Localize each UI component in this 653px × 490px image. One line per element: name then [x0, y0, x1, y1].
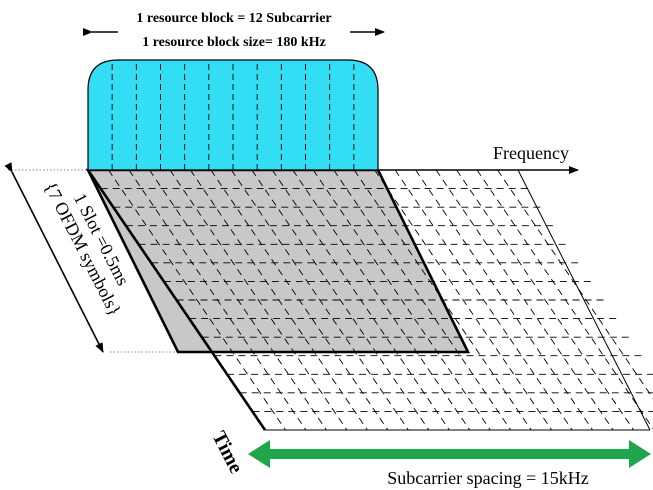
subcarrier-spacing-arrow — [248, 440, 651, 468]
time-axis — [86, 169, 267, 431]
subcarrier-line — [230, 169, 409, 431]
resource-grid-outline — [265, 169, 651, 431]
subcarrier-line — [169, 169, 348, 431]
resource-block-count-label: 1 resource block = 12 Subcarrier — [136, 11, 331, 26]
frequency-label: Frequency — [493, 143, 569, 163]
resource-block-size-label: 1 resource block size= 180 kHz — [142, 35, 326, 50]
time-label: Time — [208, 428, 248, 477]
slot-region — [88, 170, 468, 352]
subcarrier-line — [456, 169, 634, 431]
subcarrier-line — [312, 169, 491, 431]
subcarrier-line — [394, 169, 573, 431]
subcarrier-line — [108, 169, 286, 431]
subcarrier-line — [251, 169, 430, 431]
resource-block-subcarrier-lines — [111, 64, 355, 170]
slot-length-arrow — [4, 162, 104, 353]
subcarrier-line — [374, 169, 553, 431]
subcarrier-spacing-label: Subcarrier spacing = 15kHz — [387, 468, 589, 488]
